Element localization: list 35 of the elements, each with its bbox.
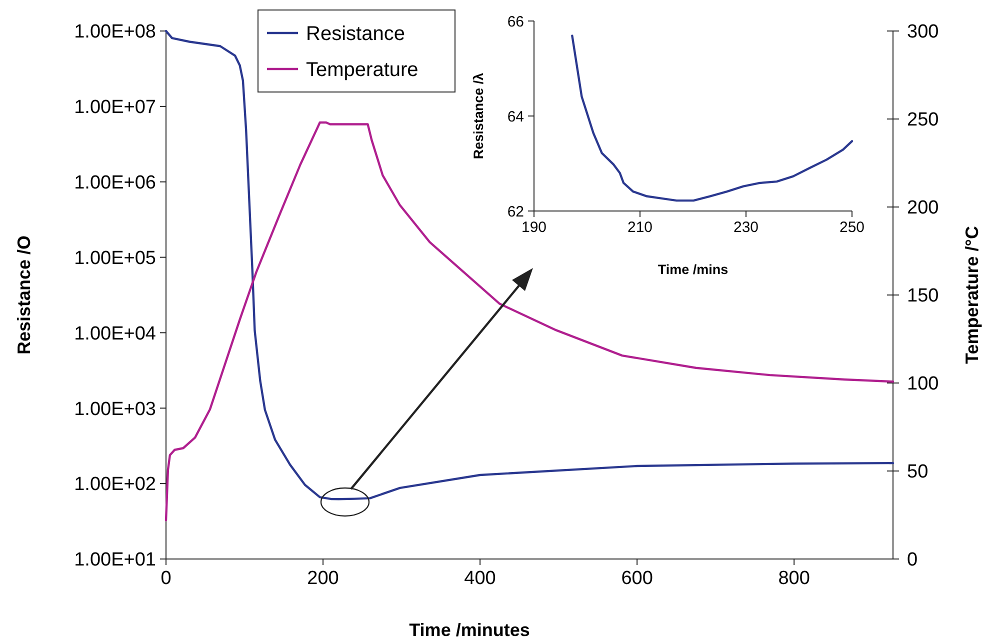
line-series <box>571 34 854 202</box>
y-axis-title: Resistance /O <box>14 235 34 355</box>
x-axis-title: Time /minutes <box>409 620 530 639</box>
y-tick-label: 1.00E+03 <box>74 398 156 420</box>
y-tick-label: 1.00E+02 <box>74 474 156 496</box>
x-tick-label: 230 <box>733 219 759 236</box>
y-tick-label: 1.00E+01 <box>74 550 156 571</box>
x-tick-label: 250 <box>839 219 865 236</box>
y-tick-label: 1.00E+04 <box>74 323 156 344</box>
y2-tick-label: 100 <box>907 374 939 395</box>
y2-tick-label: 150 <box>907 286 939 307</box>
x-tick-label: 600 <box>621 568 653 589</box>
y-tick-label: 1.00E+06 <box>74 172 156 194</box>
x-tick-label: 0 <box>160 568 172 589</box>
y-tick-label: 62 <box>507 203 524 220</box>
x-tick-label: 210 <box>627 219 653 236</box>
y2-tick-label: 50 <box>907 462 928 483</box>
y-tick-label: 1.00E+07 <box>74 97 156 118</box>
y-axis-title: Resistance /λ <box>471 72 486 160</box>
x-tick-label: 190 <box>521 219 547 236</box>
x-tick-label: 400 <box>464 568 496 589</box>
y-tick-label: 64 <box>507 108 524 126</box>
y2-tick-label: 0 <box>907 550 918 571</box>
y2-tick-label: 200 <box>907 198 939 219</box>
x-tick-label: 200 <box>307 568 339 589</box>
y2-axis-title: Temperature /°C <box>962 226 982 364</box>
legend-label: Resistance <box>306 23 405 45</box>
y2-tick-label: 250 <box>907 110 939 131</box>
y-tick-label: 1.00E+08 <box>74 22 156 43</box>
y-tick-label: 66 <box>507 13 524 30</box>
x-tick-label: 800 <box>778 568 810 589</box>
legend-label: Temperature <box>306 59 418 81</box>
y-tick-label: 1.00E+05 <box>74 248 156 269</box>
y2-tick-label: 300 <box>907 22 939 43</box>
x-axis-title: Time /mins <box>658 262 728 277</box>
